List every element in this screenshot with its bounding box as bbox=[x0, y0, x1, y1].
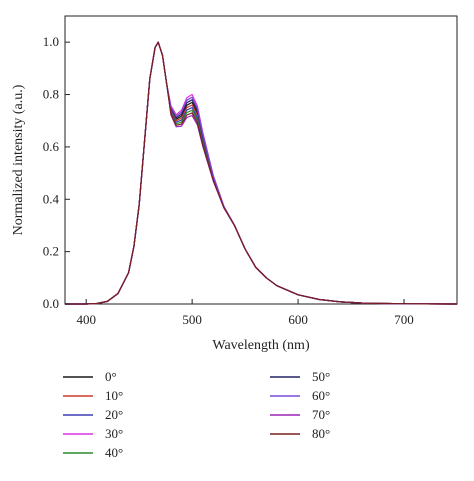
series-layer bbox=[65, 41, 458, 305]
x-tick-label: 400 bbox=[76, 312, 96, 327]
series-line bbox=[65, 41, 458, 305]
series-line bbox=[65, 41, 458, 305]
y-tick-label: 0.2 bbox=[43, 244, 59, 259]
y-tick-label: 0.6 bbox=[43, 139, 60, 154]
legend-label: 0° bbox=[105, 369, 117, 384]
y-tick-label: 0.0 bbox=[43, 296, 59, 311]
series-line bbox=[65, 41, 458, 305]
series-line bbox=[65, 41, 458, 305]
legend-label: 70° bbox=[312, 407, 330, 422]
plot-frame bbox=[64, 15, 458, 305]
plot-area bbox=[64, 15, 458, 305]
x-axis-ticks: 400 500 600 700 bbox=[76, 299, 414, 327]
legend-label: 30° bbox=[105, 426, 123, 441]
x-axis-label: Wavelength (nm) bbox=[212, 338, 310, 353]
series-line bbox=[65, 41, 458, 305]
series-line bbox=[65, 41, 458, 305]
series-line bbox=[65, 41, 458, 305]
series-line bbox=[65, 41, 458, 305]
legend-label: 40° bbox=[105, 445, 123, 460]
legend-label: 50° bbox=[312, 369, 330, 384]
y-tick-label: 0.8 bbox=[43, 87, 59, 102]
y-axis-label: Normalized intensity (a.u.) bbox=[11, 84, 26, 235]
legend-label: 60° bbox=[312, 388, 330, 403]
x-tick-label: 700 bbox=[394, 312, 414, 327]
x-tick-label: 600 bbox=[288, 312, 308, 327]
legend: 0° 10° 20° 30° 40° 50° 60° 70° 80° bbox=[63, 369, 330, 460]
x-tick-label: 500 bbox=[182, 312, 202, 327]
legend-label: 80° bbox=[312, 426, 330, 441]
y-axis-ticks: 0.0 0.2 0.4 0.6 0.8 1.0 bbox=[43, 34, 70, 311]
legend-label: 10° bbox=[105, 388, 123, 403]
y-tick-label: 1.0 bbox=[43, 34, 59, 49]
legend-label: 20° bbox=[105, 407, 123, 422]
y-tick-label: 0.4 bbox=[43, 191, 60, 206]
series-line bbox=[65, 41, 458, 305]
